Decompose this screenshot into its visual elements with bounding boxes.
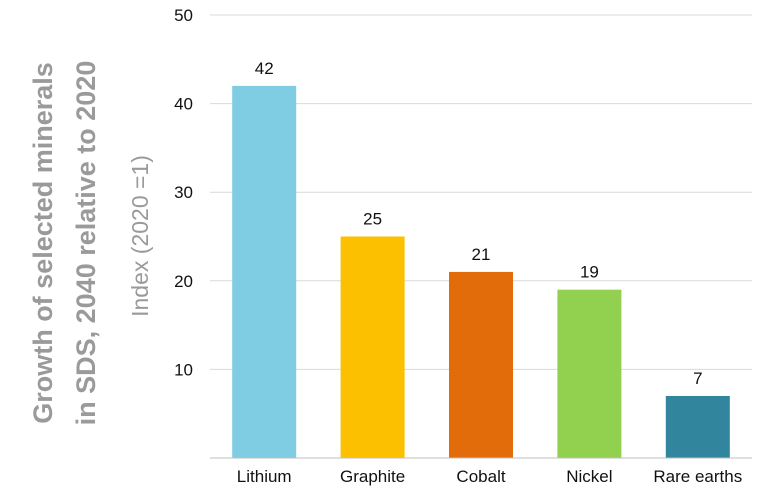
y-tick-labels: 10 20 30 40 50 xyxy=(174,6,193,379)
bar-cobalt xyxy=(449,271,513,458)
bar-graphite xyxy=(340,236,405,458)
category-label-graphite: Graphite xyxy=(340,467,405,486)
data-label-rare-earths: 7 xyxy=(693,369,702,388)
chart-title-line-1: Growth of selected minerals xyxy=(28,62,58,424)
category-label-rare-earths: Rare earths xyxy=(653,467,742,486)
data-label-lithium: 42 xyxy=(255,59,274,78)
bar-lithium xyxy=(232,85,297,458)
bar-rare-earths xyxy=(665,395,730,458)
y-tick-label: 20 xyxy=(174,272,193,291)
data-label-cobalt: 21 xyxy=(472,245,491,264)
y-axis-label: Index (2020 =1) xyxy=(127,155,153,317)
data-label-nickel: 19 xyxy=(580,263,599,282)
data-label-graphite: 25 xyxy=(363,210,382,229)
bar-nickel xyxy=(557,289,622,458)
bars xyxy=(232,85,730,458)
category-label-cobalt: Cobalt xyxy=(456,467,505,486)
data-labels: 42 25 21 19 7 xyxy=(255,59,703,388)
gridlines xyxy=(210,14,752,370)
y-tick-label: 40 xyxy=(174,95,193,114)
y-tick-label: 10 xyxy=(174,360,193,379)
category-label-lithium: Lithium xyxy=(237,467,292,486)
x-category-labels: Lithium Graphite Cobalt Nickel Rare earths xyxy=(237,467,742,486)
y-tick-label: 50 xyxy=(174,6,193,25)
category-label-nickel: Nickel xyxy=(566,467,612,486)
chart-title-line-2: in SDS, 2040 relative to 2020 xyxy=(71,61,101,426)
y-tick-label: 30 xyxy=(174,183,193,202)
